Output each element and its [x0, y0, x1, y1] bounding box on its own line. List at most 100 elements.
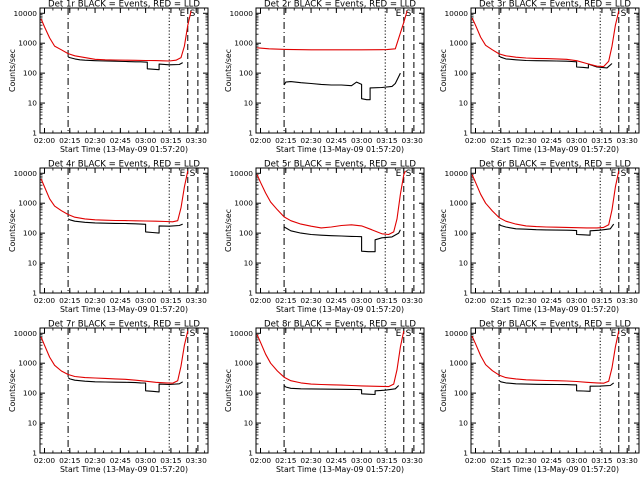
x-tick-label: 02:45 — [110, 296, 132, 305]
plot-frame — [255, 7, 425, 134]
chart-panel-8: Det 8r BLACK = Events, RED = LLD 1 10 100 10… — [224, 320, 425, 474]
lld-series-line — [471, 170, 620, 229]
lld-series-line — [40, 10, 192, 62]
lld-series-line — [256, 330, 405, 388]
marker-label: E — [611, 9, 617, 19]
x-tick-label: 02:45 — [541, 136, 563, 145]
y-tick-label: 10 — [244, 419, 254, 428]
x-tick-label: 03:00 — [566, 296, 588, 305]
events-series-line — [283, 72, 401, 101]
panel-title: Det 1r BLACK = Events, RED = LLD — [48, 0, 200, 10]
y-tick-label: 1 — [32, 289, 37, 298]
x-tick-label: 02:30 — [515, 136, 537, 145]
marker-label: S — [621, 9, 627, 19]
chart-panel-1: Det 1r BLACK = Events, RED = LLD 1 10 100 10… — [8, 0, 209, 154]
x-tick-label: 03:00 — [135, 136, 157, 145]
events-series-line — [283, 385, 400, 396]
x-tick-label: 02:45 — [326, 296, 348, 305]
x-tick-label: 03:30 — [402, 296, 424, 305]
x-tick-label: 02:00 — [250, 456, 272, 465]
marker-label: E — [180, 169, 186, 179]
x-tick-label: 02:30 — [84, 136, 106, 145]
x-tick-label: 03:15 — [376, 296, 398, 305]
chart-panel-7: Det 7r BLACK = Events, RED = LLD 1 10 100 10… — [8, 320, 209, 474]
x-tick-label: 03:00 — [351, 296, 373, 305]
x-tick-label: 03:15 — [160, 456, 182, 465]
events-series-line — [67, 56, 183, 71]
marker-label: E — [396, 169, 402, 179]
x-axis-label: Start Time (13-May-09 01:57:20) — [60, 145, 188, 154]
x-tick-label: 02:00 — [465, 136, 487, 145]
x-tick-label: 02:15 — [490, 296, 512, 305]
x-tick-label: 02:15 — [490, 456, 512, 465]
y-tick-label: 1000 — [234, 359, 253, 368]
y-tick-label: 1000 — [449, 199, 468, 208]
y-tick-label: 10000 — [13, 9, 37, 18]
x-tick-label: 03:00 — [566, 136, 588, 145]
plot-frame — [39, 167, 209, 294]
plot-frame — [470, 327, 640, 454]
panel-title: Det 7r BLACK = Events, RED = LLD — [48, 320, 200, 330]
panel-title: Det 2r BLACK = Events, RED = LLD — [264, 0, 416, 10]
marker-label: S — [621, 169, 627, 179]
x-tick-label: 02:00 — [34, 296, 56, 305]
chart-panel-2: Det 2r BLACK = Events, RED = LLD 1 10 100 10… — [224, 0, 425, 154]
x-tick-label: 03:15 — [160, 296, 182, 305]
events-series-line — [283, 226, 401, 253]
chart-panel-6: Det 6r BLACK = Events, RED = LLD 1 10 100 10… — [439, 160, 640, 314]
lld-series-line — [256, 170, 406, 236]
x-tick-label: 02:30 — [84, 456, 106, 465]
y-tick-label: 100 — [454, 389, 468, 398]
x-tick-label: 02:00 — [34, 136, 56, 145]
y-tick-label: 1 — [463, 289, 468, 298]
x-tick-label: 02:15 — [59, 456, 81, 465]
x-tick-label: 02:00 — [250, 296, 272, 305]
y-tick-label: 1 — [248, 289, 253, 298]
panel-title: Det 3r BLACK = Events, RED = LLD — [479, 0, 631, 10]
x-tick-label: 03:15 — [376, 136, 398, 145]
plot-frame — [470, 7, 640, 134]
x-tick-label: 02:30 — [300, 456, 322, 465]
y-axis-label: Counts/sec — [224, 209, 233, 252]
x-tick-label: 03:30 — [402, 456, 424, 465]
marker-label: S — [190, 169, 196, 179]
y-tick-label: 1 — [463, 129, 468, 138]
x-tick-label: 02:00 — [465, 456, 487, 465]
x-tick-label: 03:15 — [591, 296, 613, 305]
x-tick-label: 02:30 — [515, 456, 537, 465]
events-series-line — [67, 218, 183, 234]
x-tick-label: 03:15 — [591, 456, 613, 465]
x-tick-label: 02:45 — [110, 136, 132, 145]
marker-label: E — [396, 9, 402, 19]
x-tick-label: 03:00 — [351, 136, 373, 145]
x-tick-label: 03:30 — [186, 296, 208, 305]
y-tick-label: 1 — [32, 449, 37, 458]
chart-panel-3: Det 3r BLACK = Events, RED = LLD 1 10 100 10… — [439, 0, 640, 154]
y-tick-label: 10 — [244, 259, 254, 268]
y-axis-label: Counts/sec — [8, 369, 17, 412]
y-tick-label: 10 — [28, 99, 38, 108]
x-tick-label: 02:45 — [541, 456, 563, 465]
panel-title: Det 9r BLACK = Events, RED = LLD — [479, 320, 631, 330]
marker-label: S — [190, 329, 196, 339]
x-tick-label: 03:30 — [617, 136, 639, 145]
y-tick-label: 10 — [459, 259, 469, 268]
y-tick-label: 100 — [454, 229, 468, 238]
marker-label: S — [621, 329, 627, 339]
plot-frame — [255, 167, 425, 294]
x-axis-label: Start Time (13-May-09 01:57:20) — [276, 145, 404, 154]
x-axis-label: Start Time (13-May-09 01:57:20) — [491, 465, 619, 474]
plot-frame — [255, 327, 425, 454]
x-tick-label: 02:15 — [275, 296, 297, 305]
lld-series-line — [257, 10, 408, 51]
plot-frame — [39, 327, 209, 454]
y-tick-label: 100 — [23, 389, 37, 398]
x-tick-label: 02:45 — [110, 456, 132, 465]
y-tick-label: 10000 — [13, 329, 37, 338]
chart-panel-9: Det 9r BLACK = Events, RED = LLD 1 10 100 10… — [439, 320, 640, 474]
marker-label: E — [611, 169, 617, 179]
y-axis-label: Counts/sec — [8, 209, 17, 252]
x-tick-label: 03:00 — [135, 296, 157, 305]
marker-label: E — [180, 329, 186, 339]
